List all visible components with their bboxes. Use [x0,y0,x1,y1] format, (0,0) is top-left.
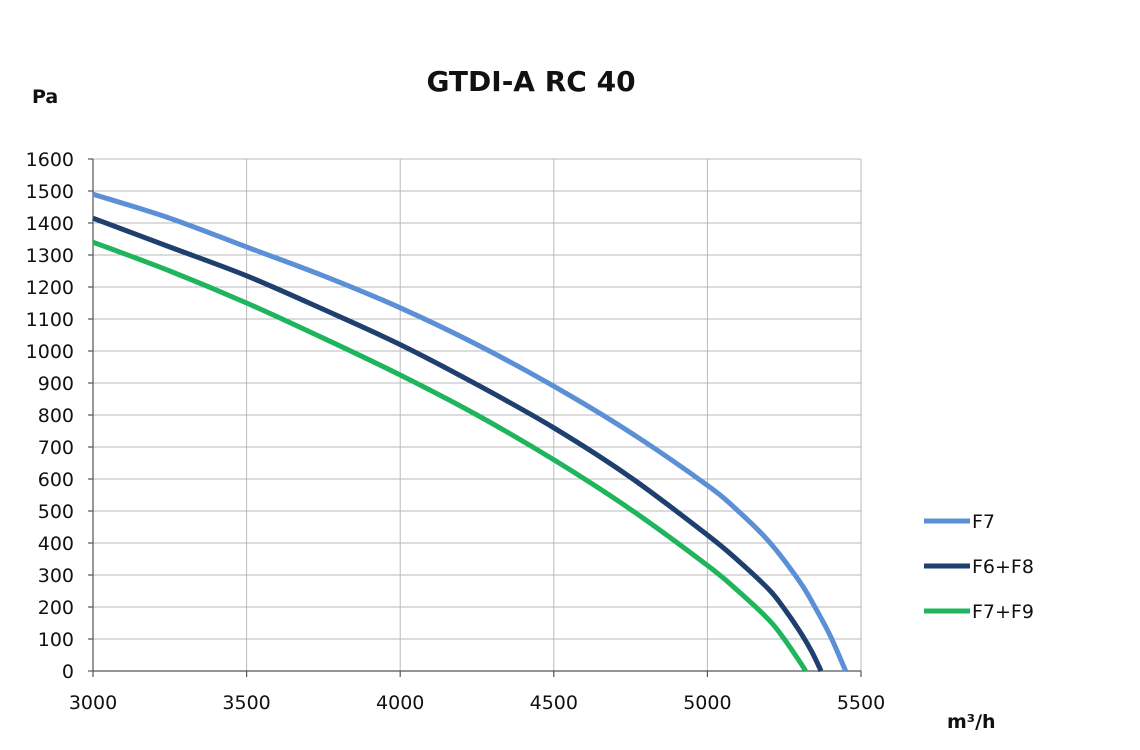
x-tick-label: 4500 [530,692,578,714]
y-tick-label: 1200 [26,277,74,299]
x-tick-label: 3000 [69,692,117,714]
y-tick-label: 800 [38,405,74,427]
series-lines [92,191,848,673]
y-tick-label: 200 [38,597,74,619]
y-tick-label: 400 [38,533,74,555]
series-line-f6-f8 [92,215,824,673]
y-tick-label: 1300 [26,245,74,267]
x-axis-unit-label: m³/h [947,711,996,733]
y-tick-label: 1600 [26,149,74,171]
x-tick-label: 5500 [837,692,885,714]
series-line-f7-f9 [92,239,808,673]
y-tick-label: 0 [62,661,74,683]
x-tick-label: 5000 [683,692,731,714]
y-tick-label: 1000 [26,341,74,363]
legend: F7 F6+F8 F7+F9 [924,511,1034,623]
y-axis-unit-label: Pa [32,86,58,108]
legend-label: F6+F8 [972,556,1034,578]
y-tick-label: 300 [38,565,74,587]
y-tick-label: 700 [38,437,74,459]
legend-label: F7 [972,511,995,533]
x-tick-label: 4000 [376,692,424,714]
y-tick-label: 900 [38,373,74,395]
tick-labels: 0 100 200 300 400 500 600 700 800 900 1000 1100 1200… [26,149,886,714]
y-tick-label: 1100 [26,309,74,331]
y-tick-label: 100 [38,629,74,651]
y-tick-label: 1500 [26,181,74,203]
series-line-f7 [92,191,848,672]
legend-label: F7+F9 [972,601,1034,623]
y-tick-label: 1400 [26,213,74,235]
y-tick-label: 500 [38,501,74,523]
x-tick-label: 3500 [222,692,270,714]
y-tick-label: 600 [38,469,74,491]
chart-title: GTDI-A RC 40 [426,65,635,98]
